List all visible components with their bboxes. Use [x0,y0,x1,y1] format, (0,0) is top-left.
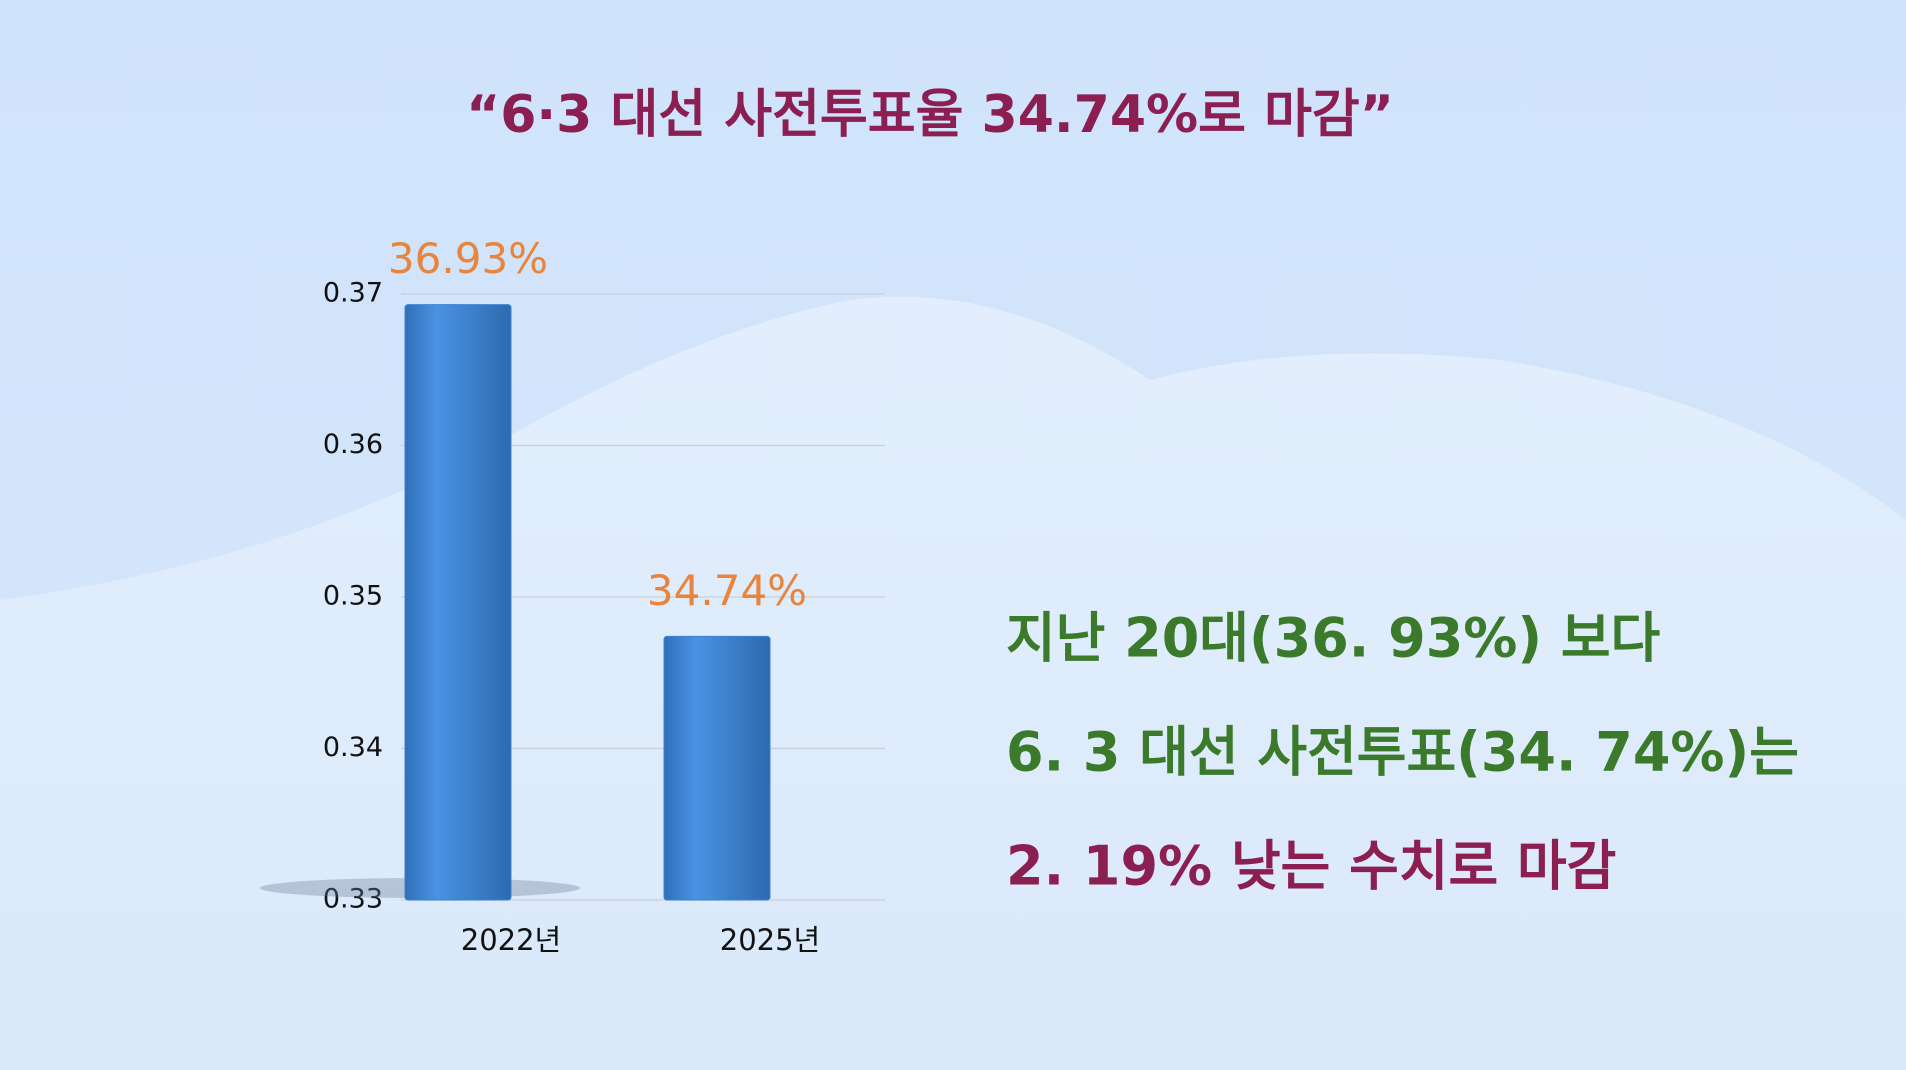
bar [663,635,771,901]
annotation: 지난 20대(36. 93%) 보다 [1006,607,1661,670]
y-tick-label: 0.34 [323,732,383,763]
annotation: 2. 19% 낮는 수치로 마감 [1006,835,1616,898]
value-label: 36.93% [388,234,548,283]
y-tick-label: 0.35 [323,581,383,612]
bar [404,304,512,901]
y-tick-label: 0.33 [323,884,383,915]
annotation: 6. 3 대선 사전투표(34. 74%)는 [1006,721,1799,784]
y-tick-label: 0.36 [323,429,383,460]
x-tick-label: 2022년 [461,923,561,957]
value-label: 34.74% [647,566,807,615]
x-tick-label: 2025년 [720,923,820,957]
chart-title: “6·3 대선 사전투표율 34.74%로 마감” [466,85,1394,145]
y-tick-label: 0.37 [323,278,383,309]
